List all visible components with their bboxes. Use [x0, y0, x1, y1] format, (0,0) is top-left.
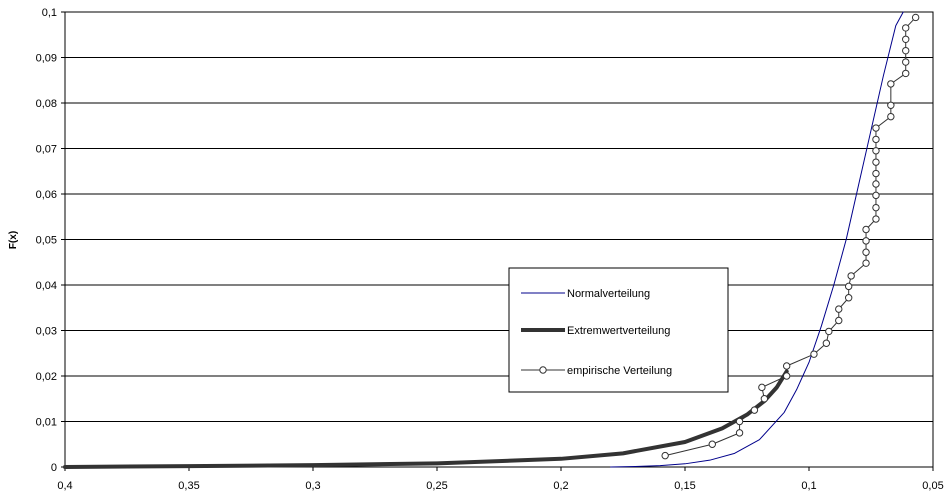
y-tick-label: 0,04: [36, 280, 57, 292]
data-point: [872, 215, 880, 223]
x-tick-label: 0,35: [178, 480, 199, 492]
x-tick-label: 0,2: [553, 480, 568, 492]
y-tick-label: 0,09: [36, 53, 57, 65]
series-line-0: [610, 11, 904, 468]
y-axis-label: F(x): [8, 231, 19, 249]
data-point: [862, 237, 870, 245]
data-point: [760, 395, 769, 403]
legend: Normalverteilung Extremwertverteilung empi…: [508, 267, 729, 393]
y-tick-label: 0,07: [36, 144, 57, 156]
data-point: [844, 282, 853, 291]
x-tick-label: 0,4: [57, 480, 72, 492]
y-tick-label: 0,06: [36, 189, 57, 201]
data-point: [862, 225, 870, 234]
x-tick-label: 0,25: [426, 480, 447, 492]
data-point: [902, 35, 910, 43]
data-point: [835, 316, 843, 325]
y-axis-ticks: 0 0,01 0,02 0,03 0,04 0,05 0,06 0,07 0,08 0,09 0,1: [36, 7, 65, 474]
data-point: [844, 294, 853, 302]
data-point: [872, 191, 880, 200]
data-point: [872, 169, 880, 178]
grid-lines: [65, 57, 933, 422]
data-point: [887, 101, 895, 109]
data-point: [862, 248, 870, 256]
y-tick-label: 0,01: [36, 417, 57, 429]
data-point: [887, 112, 895, 121]
data-point: [872, 180, 880, 188]
data-point: [872, 135, 880, 144]
legend-marker: [539, 366, 547, 374]
data-point: [872, 158, 880, 166]
data-point: [735, 417, 744, 426]
x-tick-label: 0,3: [305, 480, 320, 492]
x-tick-label: 0,15: [674, 480, 695, 492]
data-point: [825, 327, 833, 336]
x-tick-label: 0,1: [801, 480, 816, 492]
data-point: [782, 362, 791, 370]
data-point: [758, 383, 766, 392]
data-point: [661, 451, 669, 460]
data-point: [872, 203, 880, 212]
legend-label-2: empirische Verteilung: [567, 365, 672, 377]
data-point: [902, 69, 910, 78]
y-tick-label: 0: [51, 462, 57, 474]
data-point: [902, 58, 910, 66]
series-group: [63, 11, 920, 469]
data-point: [872, 147, 880, 155]
data-point: [735, 429, 744, 437]
data-point: [887, 80, 895, 88]
legend-label-1: Extremwertverteilung: [567, 325, 670, 337]
y-tick-label: 0,1: [42, 7, 57, 19]
data-point: [835, 305, 843, 313]
y-tick-label: 0,05: [36, 235, 57, 247]
data-point: [872, 124, 880, 132]
data-point: [708, 440, 716, 448]
data-point: [810, 350, 818, 358]
data-point: [782, 372, 791, 380]
x-tick-label: 0,05: [922, 480, 943, 492]
data-point: [902, 46, 910, 55]
data-point: [911, 13, 920, 22]
data-point: [822, 339, 831, 347]
data-point: [902, 24, 910, 32]
y-tick-label: 0,08: [36, 98, 57, 110]
data-point: [862, 259, 870, 267]
x-axis-ticks: 0,4 0,35 0,3 0,25 0,2 0,15 0,1 0,05: [57, 467, 944, 492]
data-point: [750, 406, 759, 414]
data-point: [847, 272, 855, 280]
y-tick-label: 0,02: [36, 371, 57, 383]
legend-label-0: Normalverteilung: [567, 288, 650, 300]
y-tick-label: 0,03: [36, 326, 57, 338]
